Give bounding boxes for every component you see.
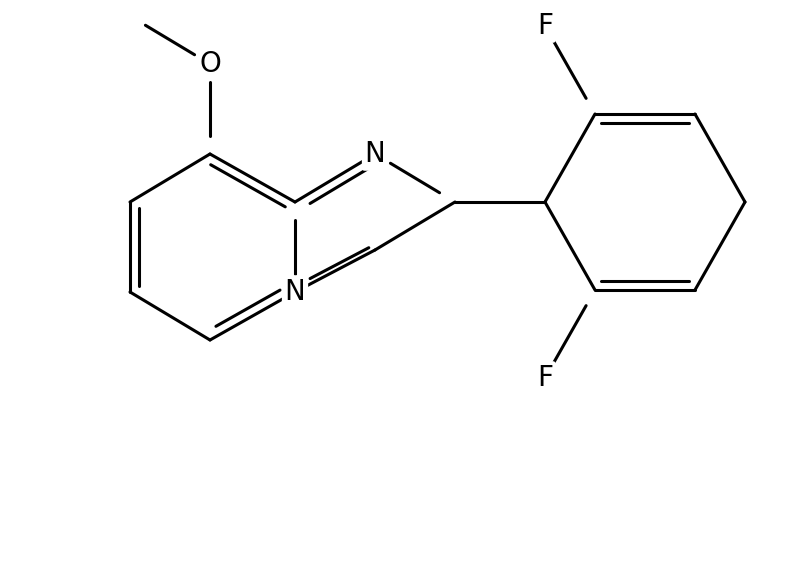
Text: N: N: [365, 140, 386, 168]
Text: N: N: [285, 278, 305, 306]
Text: F: F: [537, 364, 553, 392]
Text: F: F: [537, 12, 553, 40]
Text: O: O: [199, 50, 221, 78]
